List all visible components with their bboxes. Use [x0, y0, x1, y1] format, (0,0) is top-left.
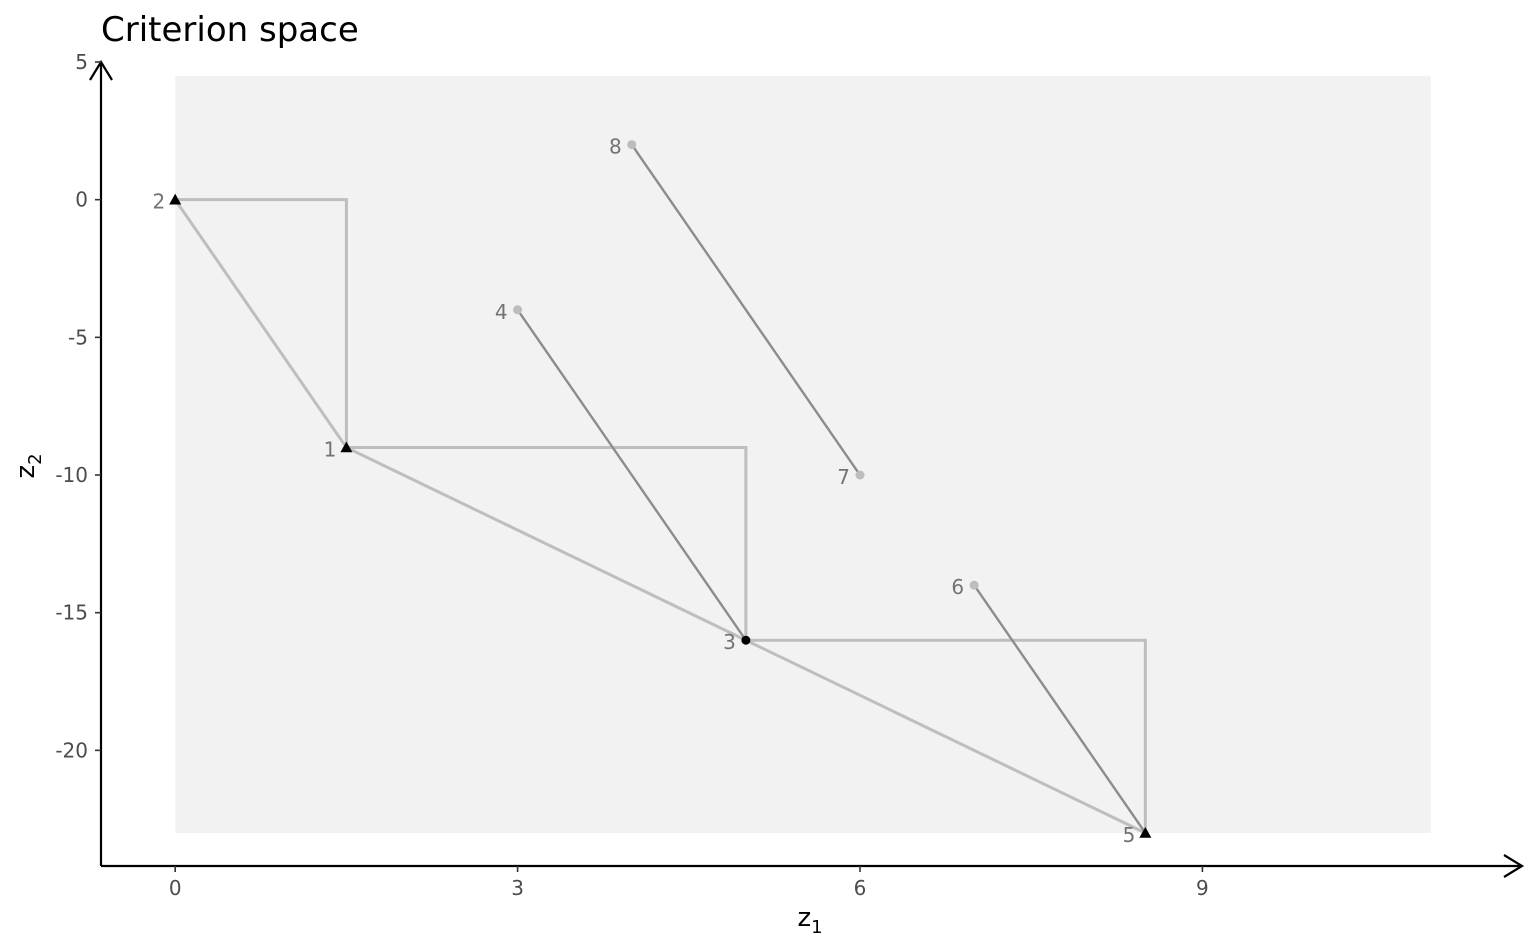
- x-axis-label: z1: [797, 903, 822, 938]
- y-tick-label: -20: [55, 738, 88, 762]
- feasible-region: [175, 75, 1431, 833]
- x-tick-label: 3: [511, 876, 524, 900]
- x-tick-label: 0: [169, 876, 182, 900]
- y-tick-label: -10: [55, 463, 88, 487]
- point-2-label: 2: [152, 190, 165, 214]
- point-5-marker: [1139, 826, 1152, 838]
- point-layer: 1 2 3 4 5 6 7 8: [152, 135, 1152, 847]
- point-8-marker: [627, 140, 637, 150]
- segment-line-1: [516, 309, 747, 641]
- tick-layer: 0 3 6 9 5 0 -5 -10 -15 -20: [55, 50, 1208, 900]
- y-axis-label-sub: 2: [25, 453, 46, 464]
- x-axis-label-main: z: [797, 903, 811, 933]
- point-1-marker: [340, 441, 353, 453]
- x-tick-label: 6: [854, 876, 867, 900]
- x-axis-arrowhead: [1503, 854, 1525, 878]
- point-7-label: 7: [837, 465, 850, 489]
- line-layer: [173, 143, 1147, 835]
- y-axis-label-main: z: [11, 465, 41, 479]
- staircase-line: [175, 198, 1147, 833]
- y-tick-label: 0: [75, 188, 88, 212]
- segment-line-3: [973, 584, 1147, 834]
- point-7-marker: [855, 470, 865, 480]
- point-4-label: 4: [495, 300, 508, 324]
- point-2-marker: [169, 193, 182, 205]
- x-tick-label: 9: [1196, 876, 1209, 900]
- chart-title: Criterion space: [101, 10, 359, 50]
- point-8-label: 8: [609, 135, 622, 159]
- point-4-marker: [513, 305, 523, 315]
- x-axis-label-sub: 1: [811, 917, 822, 938]
- point-3-label: 3: [723, 630, 736, 654]
- point-1-label: 1: [324, 437, 337, 461]
- y-axis-label: z2: [11, 453, 46, 478]
- point-6-marker: [969, 580, 979, 590]
- y-tick-label: 5: [75, 50, 88, 74]
- axes: [89, 59, 1525, 878]
- segment-line-2: [630, 143, 861, 476]
- y-tick-label: -5: [68, 325, 88, 349]
- point-5-label: 5: [1123, 823, 1136, 847]
- point-6-label: 6: [951, 575, 964, 599]
- y-tick-label: -15: [55, 601, 88, 625]
- shaded-region-layer: [175, 75, 1431, 833]
- point-3-marker: [741, 635, 751, 645]
- hull-line: [173, 198, 1147, 835]
